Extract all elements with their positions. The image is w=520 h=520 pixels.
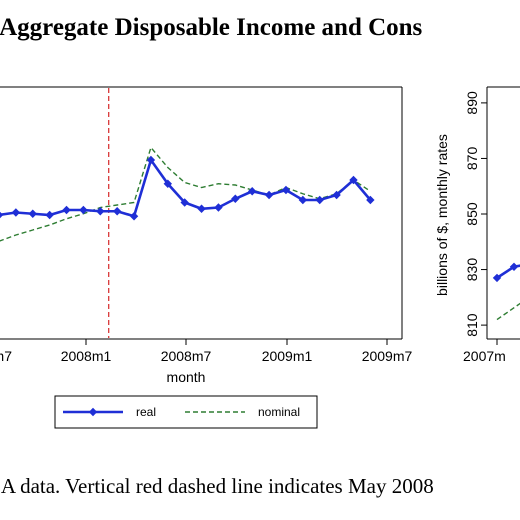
data-point-real	[264, 190, 274, 200]
series-line-nominal	[0, 146, 371, 242]
left-x-tick-label: 2008m7	[161, 348, 212, 364]
data-point-real	[163, 179, 172, 188]
data-point-real	[11, 208, 21, 217]
data-point-real	[231, 194, 240, 203]
data-point-real	[298, 195, 308, 205]
right-y-tick-label: 850	[464, 202, 480, 226]
legend-label-real: real	[136, 405, 156, 419]
left-x-tick-label: 2009m7	[362, 348, 413, 364]
left-x-tick-label: 2009m1	[262, 348, 313, 364]
left-x-axis-title: month	[167, 369, 206, 385]
legend-label-nominal: nominal	[258, 405, 300, 419]
data-point-real	[45, 210, 54, 220]
right-y-tick-label: 810	[464, 313, 480, 337]
data-point-real	[332, 190, 341, 200]
left-x-tick-label: m7	[0, 348, 12, 364]
data-point-real	[180, 198, 189, 207]
right-series-line-nominal	[496, 302, 520, 321]
data-point-real	[129, 212, 139, 221]
data-point-real	[315, 195, 324, 205]
right-y-tick-label: 830	[464, 258, 480, 282]
data-point-real	[96, 207, 105, 216]
left-x-tick-label: 2008m1	[61, 348, 112, 364]
data-point-real	[146, 155, 156, 165]
data-point-real	[248, 187, 257, 196]
right-data-point-real	[492, 273, 502, 283]
right-panel: 810 830 850 870 890 billions of $, monthly ra…	[434, 86, 520, 364]
legend-marker-real	[88, 407, 98, 417]
figure-caption: EA data. Vertical red dashed line indica…	[0, 474, 434, 498]
data-point-real	[0, 211, 4, 219]
right-y-tick-label: 890	[464, 91, 480, 115]
data-point-real	[349, 175, 358, 185]
data-point-real	[28, 209, 37, 218]
right-x-tick-label: 2007m	[463, 348, 506, 364]
left-panel: m7 2008m1 2008m7 2009m1 2009m7 month	[0, 86, 413, 385]
data-point-real	[197, 204, 206, 213]
right-data-point-real	[509, 262, 519, 271]
data-point-real	[112, 207, 122, 216]
right-y-axis-title: billions of $, monthly rates	[434, 134, 450, 296]
data-point-real	[214, 203, 223, 212]
series-line-real	[0, 157, 372, 218]
right-y-tick-label: 870	[464, 147, 480, 171]
data-point-real	[366, 195, 375, 205]
chart-title: . Aggregate Disposable Income and Cons	[0, 14, 423, 41]
data-point-real	[79, 205, 88, 215]
data-point-real	[62, 205, 71, 215]
data-point-real	[281, 185, 291, 195]
legend: real nominal	[54, 395, 318, 429]
